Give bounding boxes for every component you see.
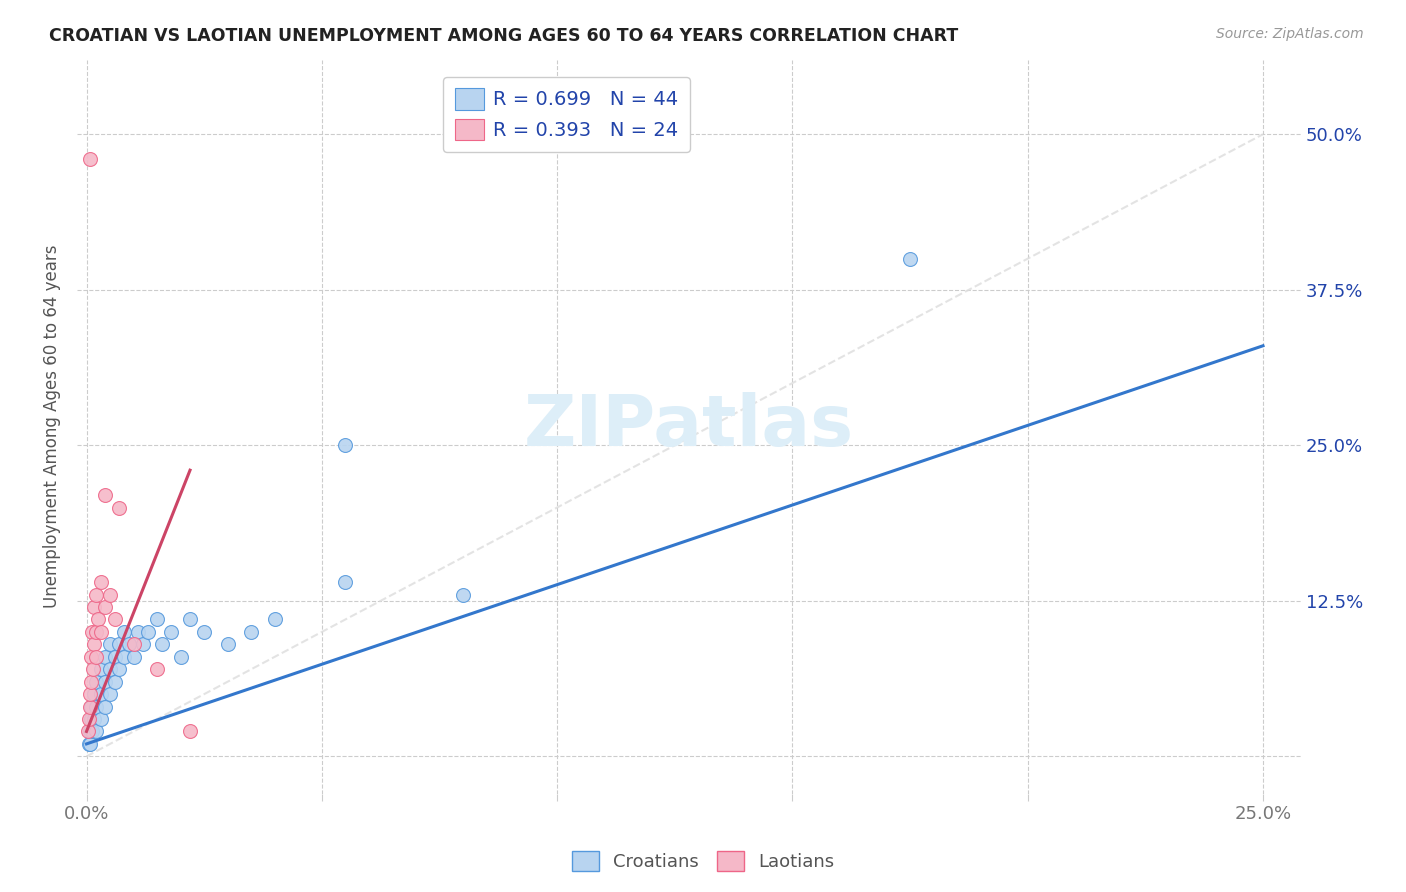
Point <box>98 588 121 602</box>
Point <box>84 588 107 602</box>
Point <box>80 699 103 714</box>
Point <box>84 649 107 664</box>
Point <box>193 624 215 639</box>
Legend: Croatians, Laotians: Croatians, Laotians <box>564 844 842 879</box>
Point <box>83 637 105 651</box>
Point <box>80 712 103 726</box>
Point <box>84 624 107 639</box>
Point <box>90 575 112 590</box>
Point <box>451 588 474 602</box>
Point <box>150 637 173 651</box>
Point <box>94 699 117 714</box>
Point <box>104 612 127 626</box>
Point <box>240 624 263 639</box>
Point <box>118 637 141 651</box>
Point <box>112 624 135 639</box>
Point <box>94 600 117 615</box>
Point <box>82 662 104 676</box>
Point <box>79 724 101 739</box>
Point <box>83 600 105 615</box>
Point <box>104 649 127 664</box>
Point <box>84 674 107 689</box>
Point <box>79 737 101 751</box>
Point <box>80 674 103 689</box>
Point <box>179 612 201 626</box>
Point <box>136 624 159 639</box>
Point <box>98 662 121 676</box>
Point <box>217 637 239 651</box>
Point <box>82 624 104 639</box>
Point <box>169 649 191 664</box>
Text: ZIPatlas: ZIPatlas <box>524 392 853 461</box>
Point <box>146 612 169 626</box>
Point <box>80 649 103 664</box>
Point <box>94 674 117 689</box>
Point <box>108 500 131 515</box>
Point <box>122 649 145 664</box>
Point <box>98 687 121 701</box>
Point <box>94 649 117 664</box>
Point <box>108 637 131 651</box>
Point <box>160 624 183 639</box>
Point <box>98 637 121 651</box>
Point <box>94 488 117 502</box>
Point <box>84 724 107 739</box>
Point <box>90 687 112 701</box>
Point <box>90 624 112 639</box>
Point <box>335 575 357 590</box>
Point <box>77 737 100 751</box>
Point <box>898 252 921 266</box>
Point <box>112 649 135 664</box>
Point <box>122 637 145 651</box>
Legend: R = 0.699   N = 44, R = 0.393   N = 24: R = 0.699 N = 44, R = 0.393 N = 24 <box>443 77 690 153</box>
Point <box>79 699 101 714</box>
Y-axis label: Unemployment Among Ages 60 to 64 years: Unemployment Among Ages 60 to 64 years <box>44 245 60 608</box>
Point <box>77 724 100 739</box>
Point <box>108 662 131 676</box>
Point <box>132 637 155 651</box>
Point <box>79 687 101 701</box>
Text: Source: ZipAtlas.com: Source: ZipAtlas.com <box>1216 27 1364 41</box>
Text: CROATIAN VS LAOTIAN UNEMPLOYMENT AMONG AGES 60 TO 64 YEARS CORRELATION CHART: CROATIAN VS LAOTIAN UNEMPLOYMENT AMONG A… <box>49 27 959 45</box>
Point <box>82 724 104 739</box>
Point <box>335 438 357 452</box>
Point <box>263 612 285 626</box>
Point <box>83 687 105 701</box>
Point <box>83 712 105 726</box>
Point <box>104 674 127 689</box>
Point <box>179 724 201 739</box>
Point <box>84 699 107 714</box>
Point <box>127 624 149 639</box>
Point <box>77 712 100 726</box>
Point <box>79 152 101 166</box>
Point <box>87 612 110 626</box>
Point <box>146 662 169 676</box>
Point <box>90 662 112 676</box>
Point <box>90 712 112 726</box>
